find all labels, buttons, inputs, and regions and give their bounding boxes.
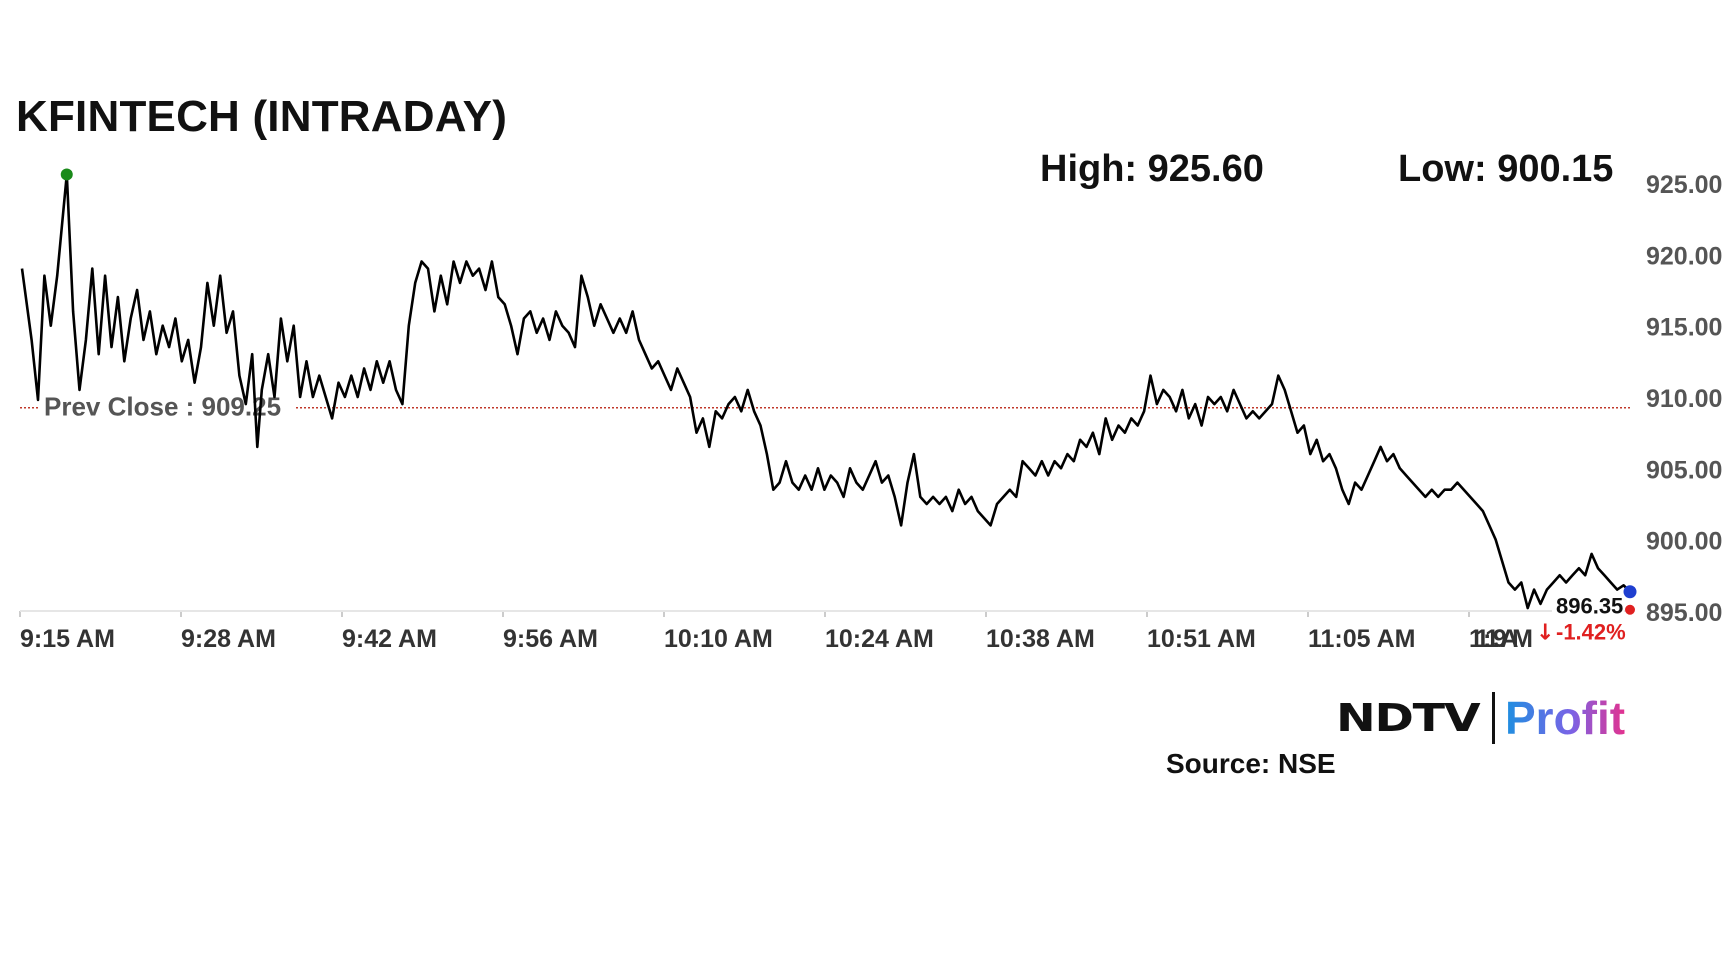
x-tick-label: 9:56 AM [503,625,598,653]
day-high-label: High: 925.60 [1040,148,1264,190]
high-marker [60,168,73,181]
y-tick-label: 920.00 [1646,242,1722,270]
y-tick-label: 910.00 [1646,385,1722,413]
x-tick-label: 10:51 AM [1147,625,1256,653]
x-tick-label: 9:28 AM [181,625,276,653]
y-tick-label: 925.00 [1646,171,1722,199]
day-low-label: Low: 900.15 [1398,148,1614,190]
x-axis: 9:15 AM 9:28 AM 9:42 AM 9:56 AM 10:10 AM 10:2… [19,611,1533,653]
y-tick-label: 895.00 [1646,599,1722,627]
x-tick-label: 10:24 AM [825,625,934,653]
chart-title: KFINTECH (INTRADAY) [16,92,508,141]
y-tick-label: 900.00 [1646,528,1722,556]
prev-close-label-bg [40,381,294,416]
price-line [20,173,1631,610]
ndtv-profit-logo: NDTV Profit [1336,690,1625,746]
x-tick-label: 10:10 AM [664,625,773,653]
intraday-line-chart: 925.00 920.00 915.00 910.00 905.00 900.00 895.… [19,168,1722,653]
x-tick-label: 9:42 AM [342,625,437,653]
last-price-marker [1623,585,1637,599]
y-tick-label: 915.00 [1646,314,1722,342]
y-tick-label: 905.00 [1646,456,1722,484]
x-tick-label: 9:15 AM [20,625,115,653]
profit-logo-text: Profit [1505,692,1626,744]
logo-divider [1492,692,1495,744]
x-tick-label: 10:38 AM [986,625,1095,653]
change-percent-label: -1.42% [1556,620,1626,645]
change-marker [1625,604,1635,615]
markers: 896.35↓ -1.42% [60,168,1637,646]
y-axis: 925.00 920.00 915.00 910.00 905.00 900.00 895.… [1646,171,1722,627]
prev-close-group: Prev Close : 909.25 [20,381,1630,422]
x-tick-label: 11:19 AM [1469,625,1533,653]
last-price-label-bg [1552,594,1624,645]
source-label: Source: NSE [1166,748,1336,779]
last-price-label: 896.35 [1556,594,1623,619]
prev-close-label: Prev Close : 909.25 [44,392,281,422]
change-arrow-icon: ↓ [1536,621,1554,646]
x-tick-label: 11:05 AM [1308,625,1415,653]
ndtv-logo-text: NDTV [1336,696,1481,740]
